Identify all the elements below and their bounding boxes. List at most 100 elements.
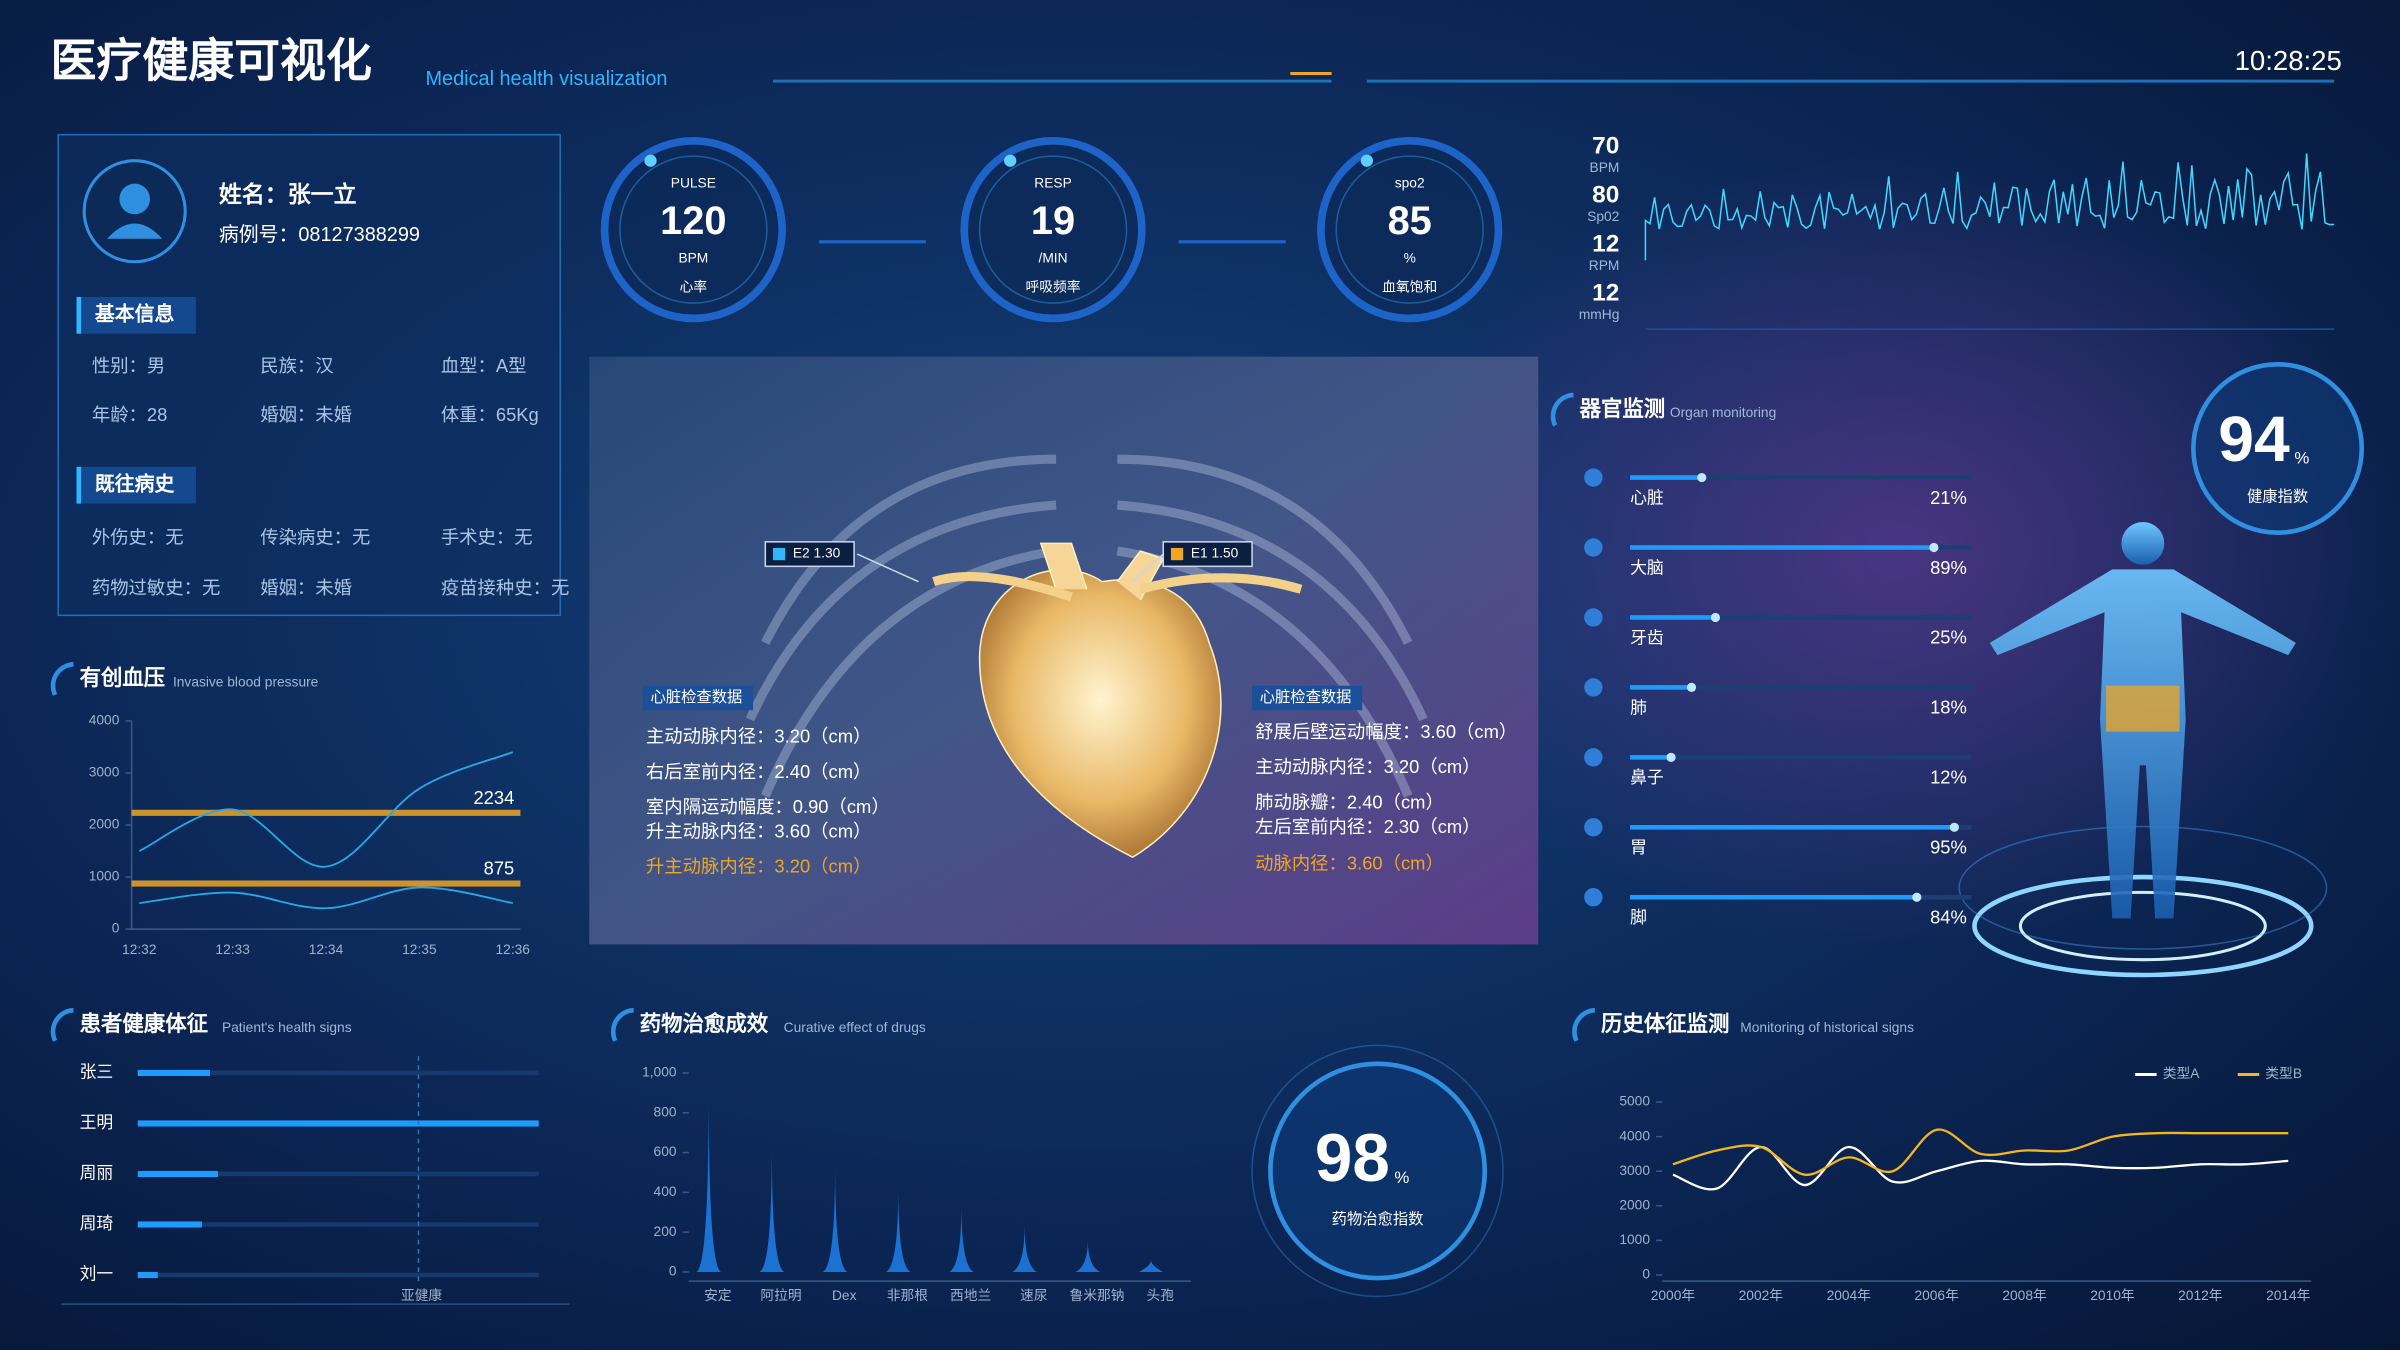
organ-bar-end bbox=[1929, 542, 1939, 553]
gauge-name: 心率 bbox=[680, 278, 708, 294]
x-tick-label: 头孢 bbox=[1146, 1288, 1174, 1303]
monitor-value: 80 bbox=[1592, 181, 1619, 208]
gauge-name: 血氧饱和 bbox=[1382, 279, 1437, 294]
title-arc bbox=[50, 661, 74, 696]
sign-bar bbox=[137, 1271, 158, 1279]
x-tick-label: 2006年 bbox=[1914, 1288, 1959, 1303]
organ-name: 牙齿 bbox=[1630, 628, 1664, 647]
drug-spike bbox=[886, 1186, 911, 1272]
gauge-label: RESP bbox=[1034, 175, 1072, 190]
x-tick-label: 12:33 bbox=[215, 942, 250, 957]
organ-name: 心脏 bbox=[1630, 488, 1664, 507]
y-tick-label: 200 bbox=[654, 1224, 677, 1239]
x-tick-label: 2002年 bbox=[1739, 1288, 1784, 1303]
exam-item: 升主动脉内径：3.60（cm） bbox=[646, 820, 871, 841]
history-info: 传染病史：无 bbox=[260, 527, 370, 548]
x-tick-label: 12:36 bbox=[496, 942, 531, 957]
gauge-ring bbox=[960, 136, 1146, 323]
exam-item: 肺动脉瓣：2.40（cm） bbox=[1255, 791, 1444, 812]
organ-bar bbox=[1630, 685, 1692, 690]
x-tick-label: 2010年 bbox=[2090, 1288, 2135, 1303]
index-ring-outer bbox=[1251, 1044, 1504, 1298]
title-arc bbox=[50, 1007, 74, 1042]
organ-bar-end bbox=[1686, 682, 1697, 692]
panel-subtitle: Organ monitoring bbox=[1670, 405, 1776, 420]
x-tick-label: 2004年 bbox=[1827, 1288, 1872, 1303]
organ-bar bbox=[1630, 615, 1716, 620]
x-tick-label: 12:32 bbox=[122, 942, 156, 957]
tab bbox=[76, 296, 196, 334]
organ-icon bbox=[1584, 468, 1603, 487]
gauge-dot bbox=[1004, 154, 1017, 167]
y-tick-label: 1000 bbox=[1619, 1232, 1650, 1247]
exam-item: 舒展后壁运动幅度：3.60（cm） bbox=[1255, 721, 1517, 742]
sign-bar bbox=[137, 1120, 539, 1127]
tab-accent bbox=[76, 296, 82, 334]
x-tick-label: 2012年 bbox=[2178, 1288, 2223, 1303]
organ-icon bbox=[1584, 608, 1603, 627]
panel-title: 历史体征监测 bbox=[1601, 1011, 1729, 1036]
index-ring bbox=[2191, 361, 2365, 535]
basic-info: 体重：65Kg bbox=[441, 404, 539, 425]
exam-item: 室内隔运动幅度：0.90（cm） bbox=[646, 796, 890, 817]
drug-spike bbox=[1012, 1224, 1037, 1272]
basic-info: 婚姻：未婚 bbox=[260, 404, 352, 425]
history-info: 药物过敏史：无 bbox=[92, 577, 221, 598]
exam-title: 心脏检查数据 bbox=[651, 689, 743, 706]
gauge-unit: BPM bbox=[678, 250, 708, 265]
sign-bar bbox=[137, 1221, 202, 1228]
organ-bar bbox=[1630, 545, 1934, 550]
gauge-unit: % bbox=[1404, 250, 1416, 265]
organ-value-label: 84% bbox=[1930, 907, 1967, 928]
x-tick-label: 2014年 bbox=[2266, 1288, 2311, 1303]
monitor-unit: RPM bbox=[1589, 258, 1620, 273]
y-tick-label: 3000 bbox=[89, 765, 120, 780]
page-title: 医疗健康可视化 bbox=[51, 34, 372, 86]
gauge-dot bbox=[644, 154, 657, 167]
avatar-head bbox=[119, 183, 150, 215]
panel-subtitle: Patient's health signs bbox=[222, 1020, 352, 1035]
exam-item: 左后室前内径：2.30（cm） bbox=[1255, 816, 1480, 837]
history-info: 婚姻：未婚 bbox=[260, 577, 352, 598]
gauge-ring bbox=[1317, 136, 1503, 323]
y-tick-label: 2000 bbox=[89, 817, 120, 832]
x-tick-label: 阿拉明 bbox=[760, 1288, 801, 1303]
title-arc bbox=[1550, 392, 1574, 427]
threshold-band bbox=[131, 809, 521, 816]
drug-spike bbox=[949, 1204, 974, 1272]
x-tick-label: 鲁米那钠 bbox=[1069, 1288, 1124, 1303]
basic-info: 血型：A型 bbox=[441, 355, 527, 376]
history-info: 外伤史：无 bbox=[92, 527, 184, 548]
organ-bar-end bbox=[1666, 752, 1676, 762]
section-title: 既往病史 bbox=[95, 472, 175, 495]
gauge-inner bbox=[619, 155, 768, 304]
monitor-unit: Sp02 bbox=[1587, 209, 1619, 224]
title-arc bbox=[1572, 1007, 1596, 1042]
gauge-value: 19 bbox=[1031, 199, 1075, 243]
title-arc bbox=[611, 1007, 634, 1042]
organ-icon bbox=[1584, 888, 1603, 907]
gauge-value: 120 bbox=[660, 199, 726, 243]
page-subtitle: Medical health visualization bbox=[426, 68, 668, 90]
index-ring bbox=[1268, 1061, 1487, 1281]
panel-title: 器官监测 bbox=[1579, 396, 1666, 421]
organ-name: 肺 bbox=[1630, 698, 1647, 717]
monitor-unit: BPM bbox=[1590, 160, 1620, 175]
x-tick-label: 非那根 bbox=[887, 1288, 929, 1303]
gauge-label: spo2 bbox=[1395, 175, 1425, 190]
human-figure bbox=[1958, 521, 2328, 978]
panel-subtitle: Curative effect of drugs bbox=[784, 1020, 926, 1035]
gauge-ring bbox=[600, 136, 786, 323]
organ-value-label: 89% bbox=[1930, 557, 1967, 578]
panel-title: 有创血压 bbox=[80, 665, 166, 690]
exam-title-box bbox=[642, 685, 754, 711]
gauge-label: PULSE bbox=[671, 175, 716, 190]
gauge-unit: /MIN bbox=[1039, 250, 1068, 265]
history-info: 疫苗接种史：无 bbox=[441, 577, 570, 598]
x-tick-label: 安定 bbox=[704, 1288, 732, 1303]
organ-bar-end bbox=[1912, 892, 1922, 902]
basic-info: 民族：汉 bbox=[260, 355, 333, 376]
exam-item: 动脉内径：3.60（cm） bbox=[1255, 853, 1444, 874]
organ-bar-end bbox=[1697, 472, 1707, 483]
